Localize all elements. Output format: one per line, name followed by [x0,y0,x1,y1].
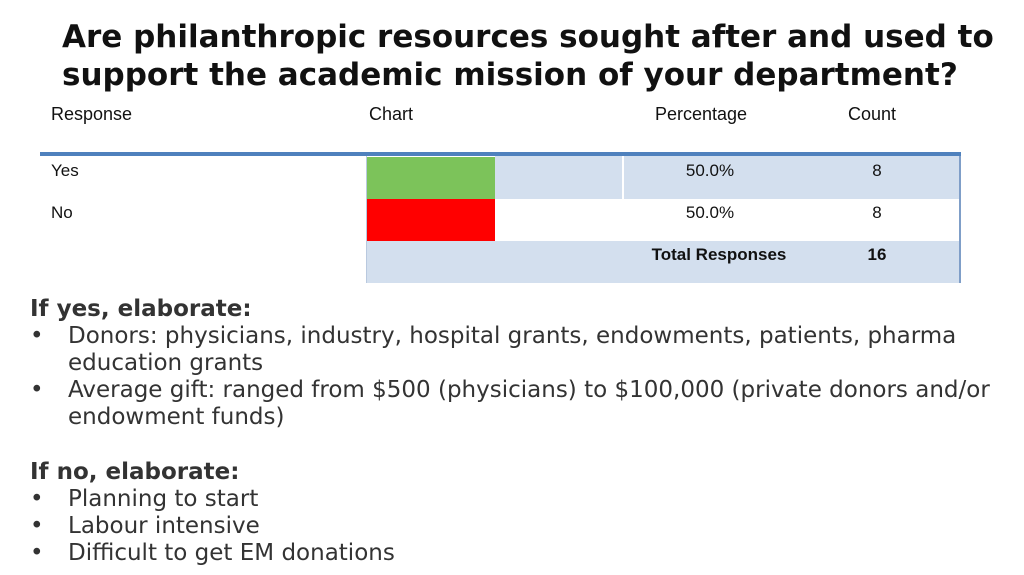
table-frame-left [366,156,367,283]
notes: If yes, elaborate: • Donors: physicians, … [30,296,1020,567]
list-item: • Difficult to get EM donations [30,540,395,566]
no-heading: If no, elaborate: [30,459,240,485]
header-count: Count [848,104,897,124]
header-rule [40,152,961,156]
bullet-icon: • [30,323,44,349]
row-no-count: 8 [872,203,882,222]
bar-no [367,199,495,241]
no-list: • Planning to start • Labour intensive • Di… [30,486,1020,567]
bullet-icon: • [30,540,44,566]
row-yes-band [495,156,959,199]
row-no-response: No [51,203,73,222]
yes-list: • Donors: physicians, industry, hospital … [30,323,1020,431]
list-item: • Average gift: ranged from $500 (physici… [30,377,990,430]
slide-title: Are philanthropic resources sought after… [62,19,994,93]
bullet-icon: • [30,513,44,539]
bullet-icon: • [30,377,44,403]
list-item: • Donors: physicians, industry, hospital … [30,323,957,376]
bullet-icon: • [30,486,44,512]
total-label: Total Responses [651,245,787,264]
row-no-percentage: 50.0% [685,203,735,222]
table-frame-right [959,156,961,283]
total-value: 16 [867,245,887,264]
header-response: Response [51,104,133,124]
header-chart: Chart [369,104,414,124]
row-yes-count: 8 [872,161,882,180]
list-item: • Planning to start [30,486,259,512]
yes-heading: If yes, elaborate: [30,296,252,322]
list-item: • Labour intensive [30,513,260,539]
total-row-band [367,241,959,283]
bar-yes [367,157,495,199]
row-yes-response: Yes [51,161,79,180]
row-yes-percentage: 50.0% [685,161,735,180]
row-yes-divider [622,156,624,199]
header-percentage: Percentage [655,104,748,124]
